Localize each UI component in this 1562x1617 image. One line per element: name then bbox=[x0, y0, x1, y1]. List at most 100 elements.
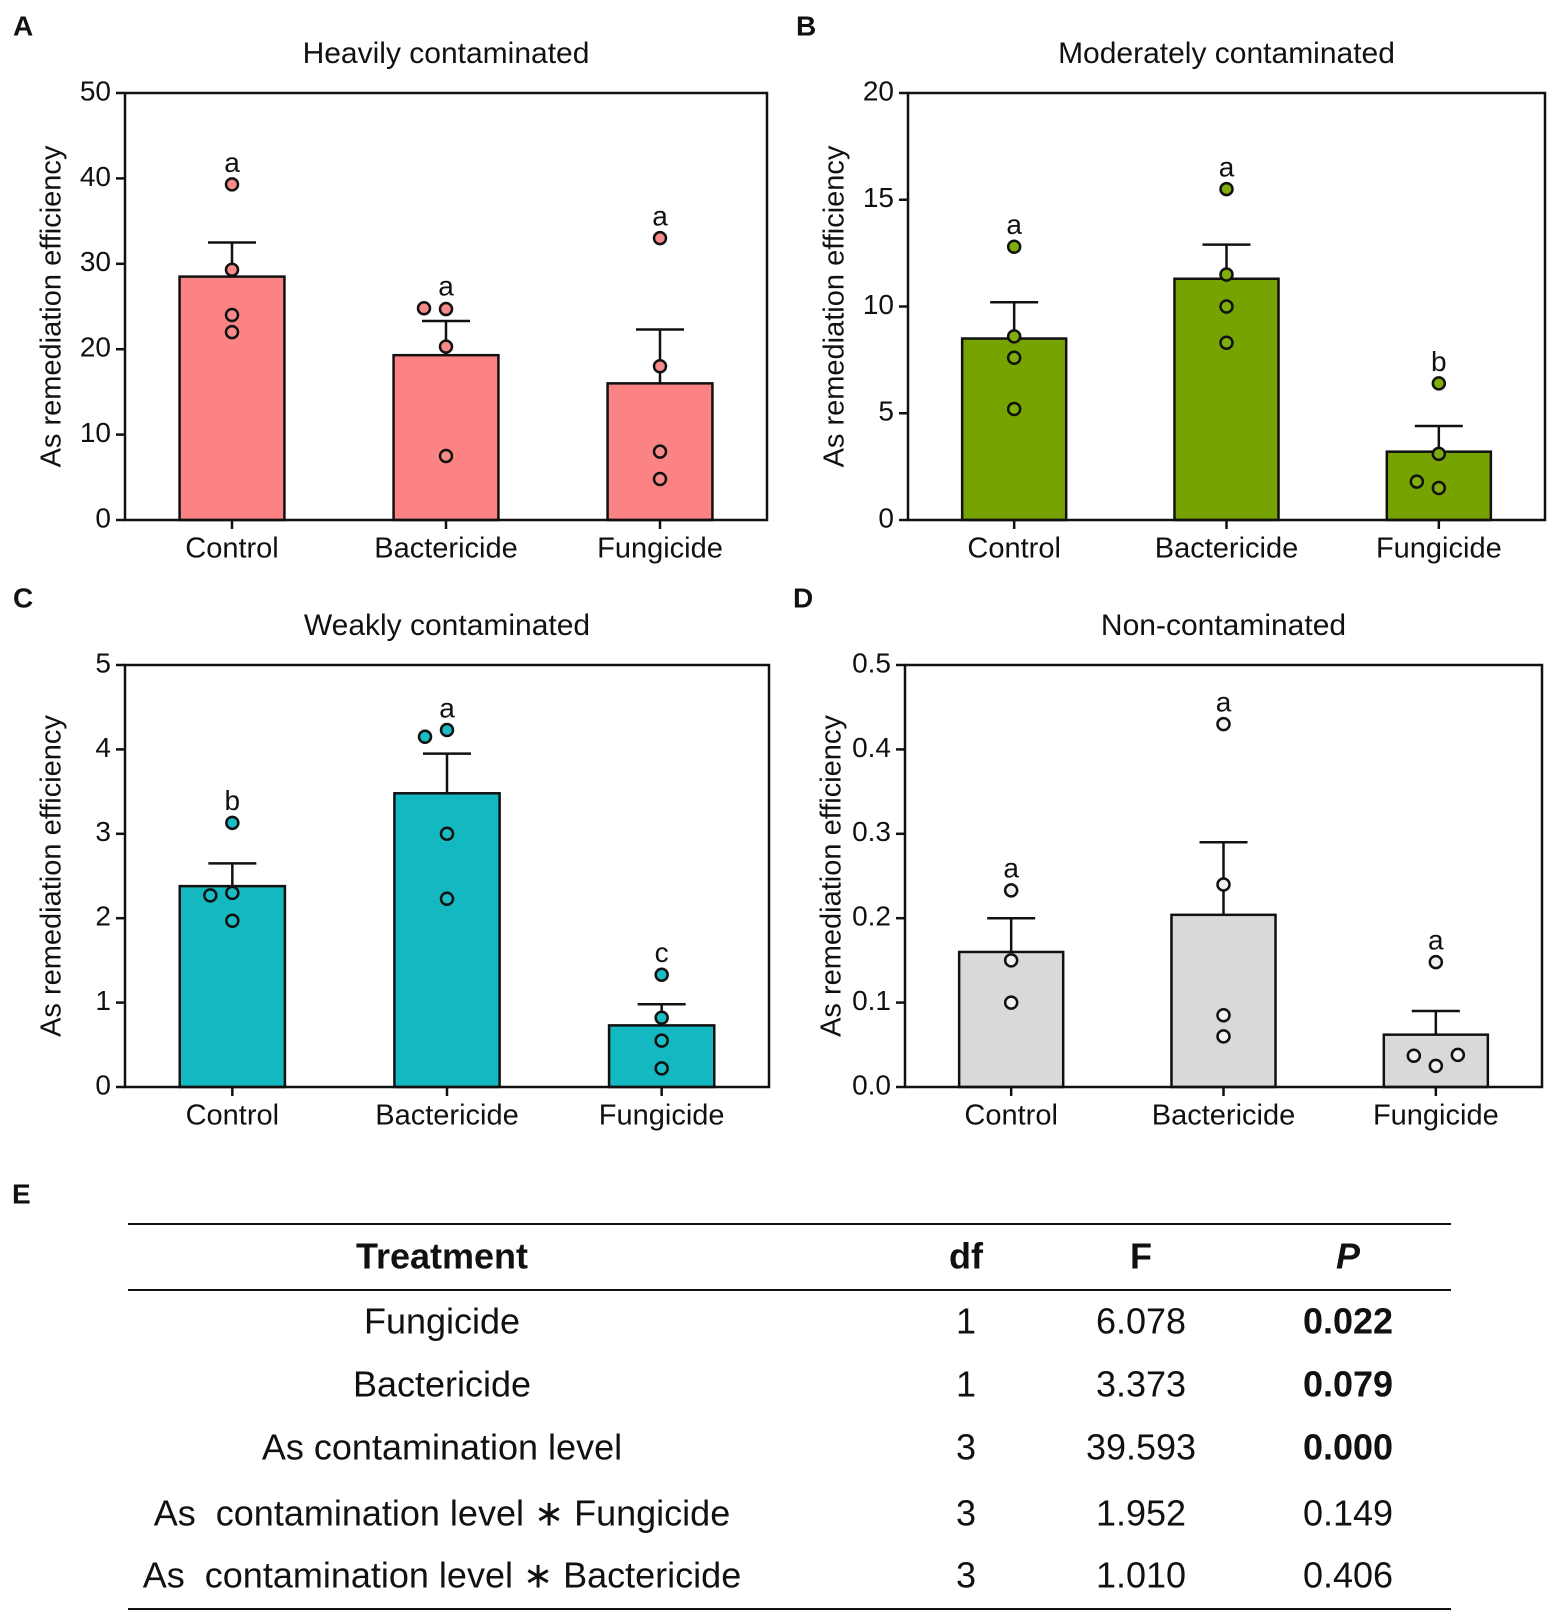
significance-letter: b bbox=[1431, 346, 1447, 377]
error-bar bbox=[1411, 1009, 1460, 1035]
data-point bbox=[1219, 181, 1234, 197]
y-tick-label: 20 bbox=[80, 332, 111, 363]
data-point bbox=[1431, 480, 1447, 496]
y-tick-label: 0.3 bbox=[852, 816, 891, 847]
significance-letter: c bbox=[655, 937, 669, 968]
y-axis-label: As remediation efficiency bbox=[819, 145, 851, 467]
significance-letter: a bbox=[1428, 924, 1444, 955]
y-tick-label: 5 bbox=[95, 647, 111, 678]
table-cell: 0.000 bbox=[1303, 1427, 1393, 1468]
table-cell: As contamination level bbox=[262, 1427, 622, 1468]
table-cell: 0.022 bbox=[1303, 1301, 1393, 1342]
chart-title: Non-contaminated bbox=[1101, 609, 1346, 642]
y-tick-label: 0.4 bbox=[852, 732, 891, 763]
bar bbox=[1173, 277, 1280, 522]
plot-frame bbox=[903, 663, 1544, 1089]
x-tick-label: Fungicide bbox=[599, 1100, 725, 1132]
table-cell: 1 bbox=[956, 1364, 976, 1405]
y-tick-label: 50 bbox=[80, 75, 111, 106]
bar bbox=[1170, 913, 1277, 1089]
bar bbox=[393, 792, 501, 1089]
data-point bbox=[438, 339, 454, 354]
y-tick-label: 0 bbox=[95, 1069, 111, 1100]
table-cell: 1 bbox=[956, 1301, 976, 1342]
significance-letter: a bbox=[1216, 686, 1232, 717]
data-point bbox=[1409, 474, 1425, 489]
y-tick-label: 3 bbox=[95, 816, 111, 847]
data-point bbox=[439, 826, 455, 842]
y-tick-label: 30 bbox=[80, 246, 111, 277]
data-point bbox=[654, 1033, 669, 1048]
bar bbox=[957, 950, 1065, 1089]
data-point bbox=[1431, 376, 1447, 391]
y-tick-label: 15 bbox=[863, 182, 894, 213]
data-point bbox=[224, 262, 240, 278]
data-point bbox=[1216, 877, 1231, 892]
x-tick-label: Fungicide bbox=[1373, 1100, 1499, 1132]
data-point bbox=[203, 888, 218, 903]
y-axis-label: As remediation efficiency bbox=[36, 145, 68, 467]
table-cell: 3 bbox=[956, 1555, 976, 1596]
data-point bbox=[225, 885, 240, 901]
x-tick-label: Bactericide bbox=[375, 1100, 518, 1132]
data-point bbox=[1003, 953, 1019, 968]
panel-label: A bbox=[13, 10, 33, 41]
data-point bbox=[1431, 446, 1447, 462]
x-tick-label: Bactericide bbox=[374, 533, 517, 565]
table-header: df bbox=[949, 1236, 984, 1277]
x-tick-label: Control bbox=[964, 1100, 1058, 1132]
table-cell: As contamination level ∗ Bactericide bbox=[143, 1555, 741, 1596]
x-tick-label: Fungicide bbox=[597, 533, 723, 565]
error-bar bbox=[208, 862, 257, 887]
y-tick-label: 0.1 bbox=[852, 985, 891, 1016]
data-point bbox=[417, 729, 433, 744]
data-point bbox=[654, 1061, 669, 1076]
x-tick-label: Fungicide bbox=[1376, 533, 1502, 565]
x-tick-label: Control bbox=[185, 533, 279, 565]
data-point bbox=[1006, 239, 1022, 254]
data-point bbox=[652, 444, 668, 459]
data-point bbox=[224, 307, 240, 323]
table-cell: 3.373 bbox=[1096, 1364, 1186, 1405]
data-point bbox=[1216, 716, 1231, 732]
data-point bbox=[1428, 1058, 1444, 1074]
panel-label: C bbox=[13, 582, 33, 613]
bar bbox=[392, 353, 500, 522]
error-bar bbox=[636, 328, 684, 384]
y-tick-label: 20 bbox=[863, 75, 894, 106]
bar bbox=[960, 337, 1068, 522]
data-point bbox=[652, 359, 668, 374]
data-point bbox=[652, 471, 668, 487]
data-point bbox=[224, 324, 240, 340]
data-point bbox=[1216, 1029, 1231, 1044]
table-cell: Fungicide bbox=[364, 1301, 520, 1342]
significance-letter: a bbox=[652, 201, 668, 232]
y-tick-label: 10 bbox=[80, 417, 111, 448]
panel-label: E bbox=[12, 1178, 31, 1209]
significance-letter: a bbox=[1219, 151, 1235, 182]
y-tick-label: 2 bbox=[95, 901, 111, 932]
significance-letter: a bbox=[224, 147, 240, 178]
plot-frame bbox=[123, 91, 769, 522]
y-tick-label: 0.2 bbox=[852, 901, 891, 932]
data-point bbox=[224, 177, 240, 192]
y-tick-label: 1 bbox=[95, 985, 111, 1016]
y-tick-label: 5 bbox=[878, 396, 894, 427]
data-point bbox=[225, 815, 240, 831]
data-point bbox=[439, 891, 455, 907]
table-cell: 0.406 bbox=[1303, 1555, 1393, 1596]
significance-letter: a bbox=[439, 692, 455, 723]
table-header: Treatment bbox=[356, 1236, 528, 1277]
significance-letter: a bbox=[1006, 209, 1022, 240]
significance-letter: a bbox=[438, 271, 454, 302]
y-axis-label: As remediation efficiency bbox=[36, 715, 68, 1037]
data-point bbox=[652, 230, 668, 246]
chart-title: Weakly contaminated bbox=[304, 609, 590, 642]
data-point bbox=[416, 300, 432, 316]
panel-label: D bbox=[793, 582, 813, 613]
plot-frame bbox=[123, 663, 771, 1089]
data-point bbox=[1428, 954, 1444, 970]
y-tick-label: 0 bbox=[95, 502, 111, 533]
chart-title: Moderately contaminated bbox=[1058, 37, 1395, 70]
